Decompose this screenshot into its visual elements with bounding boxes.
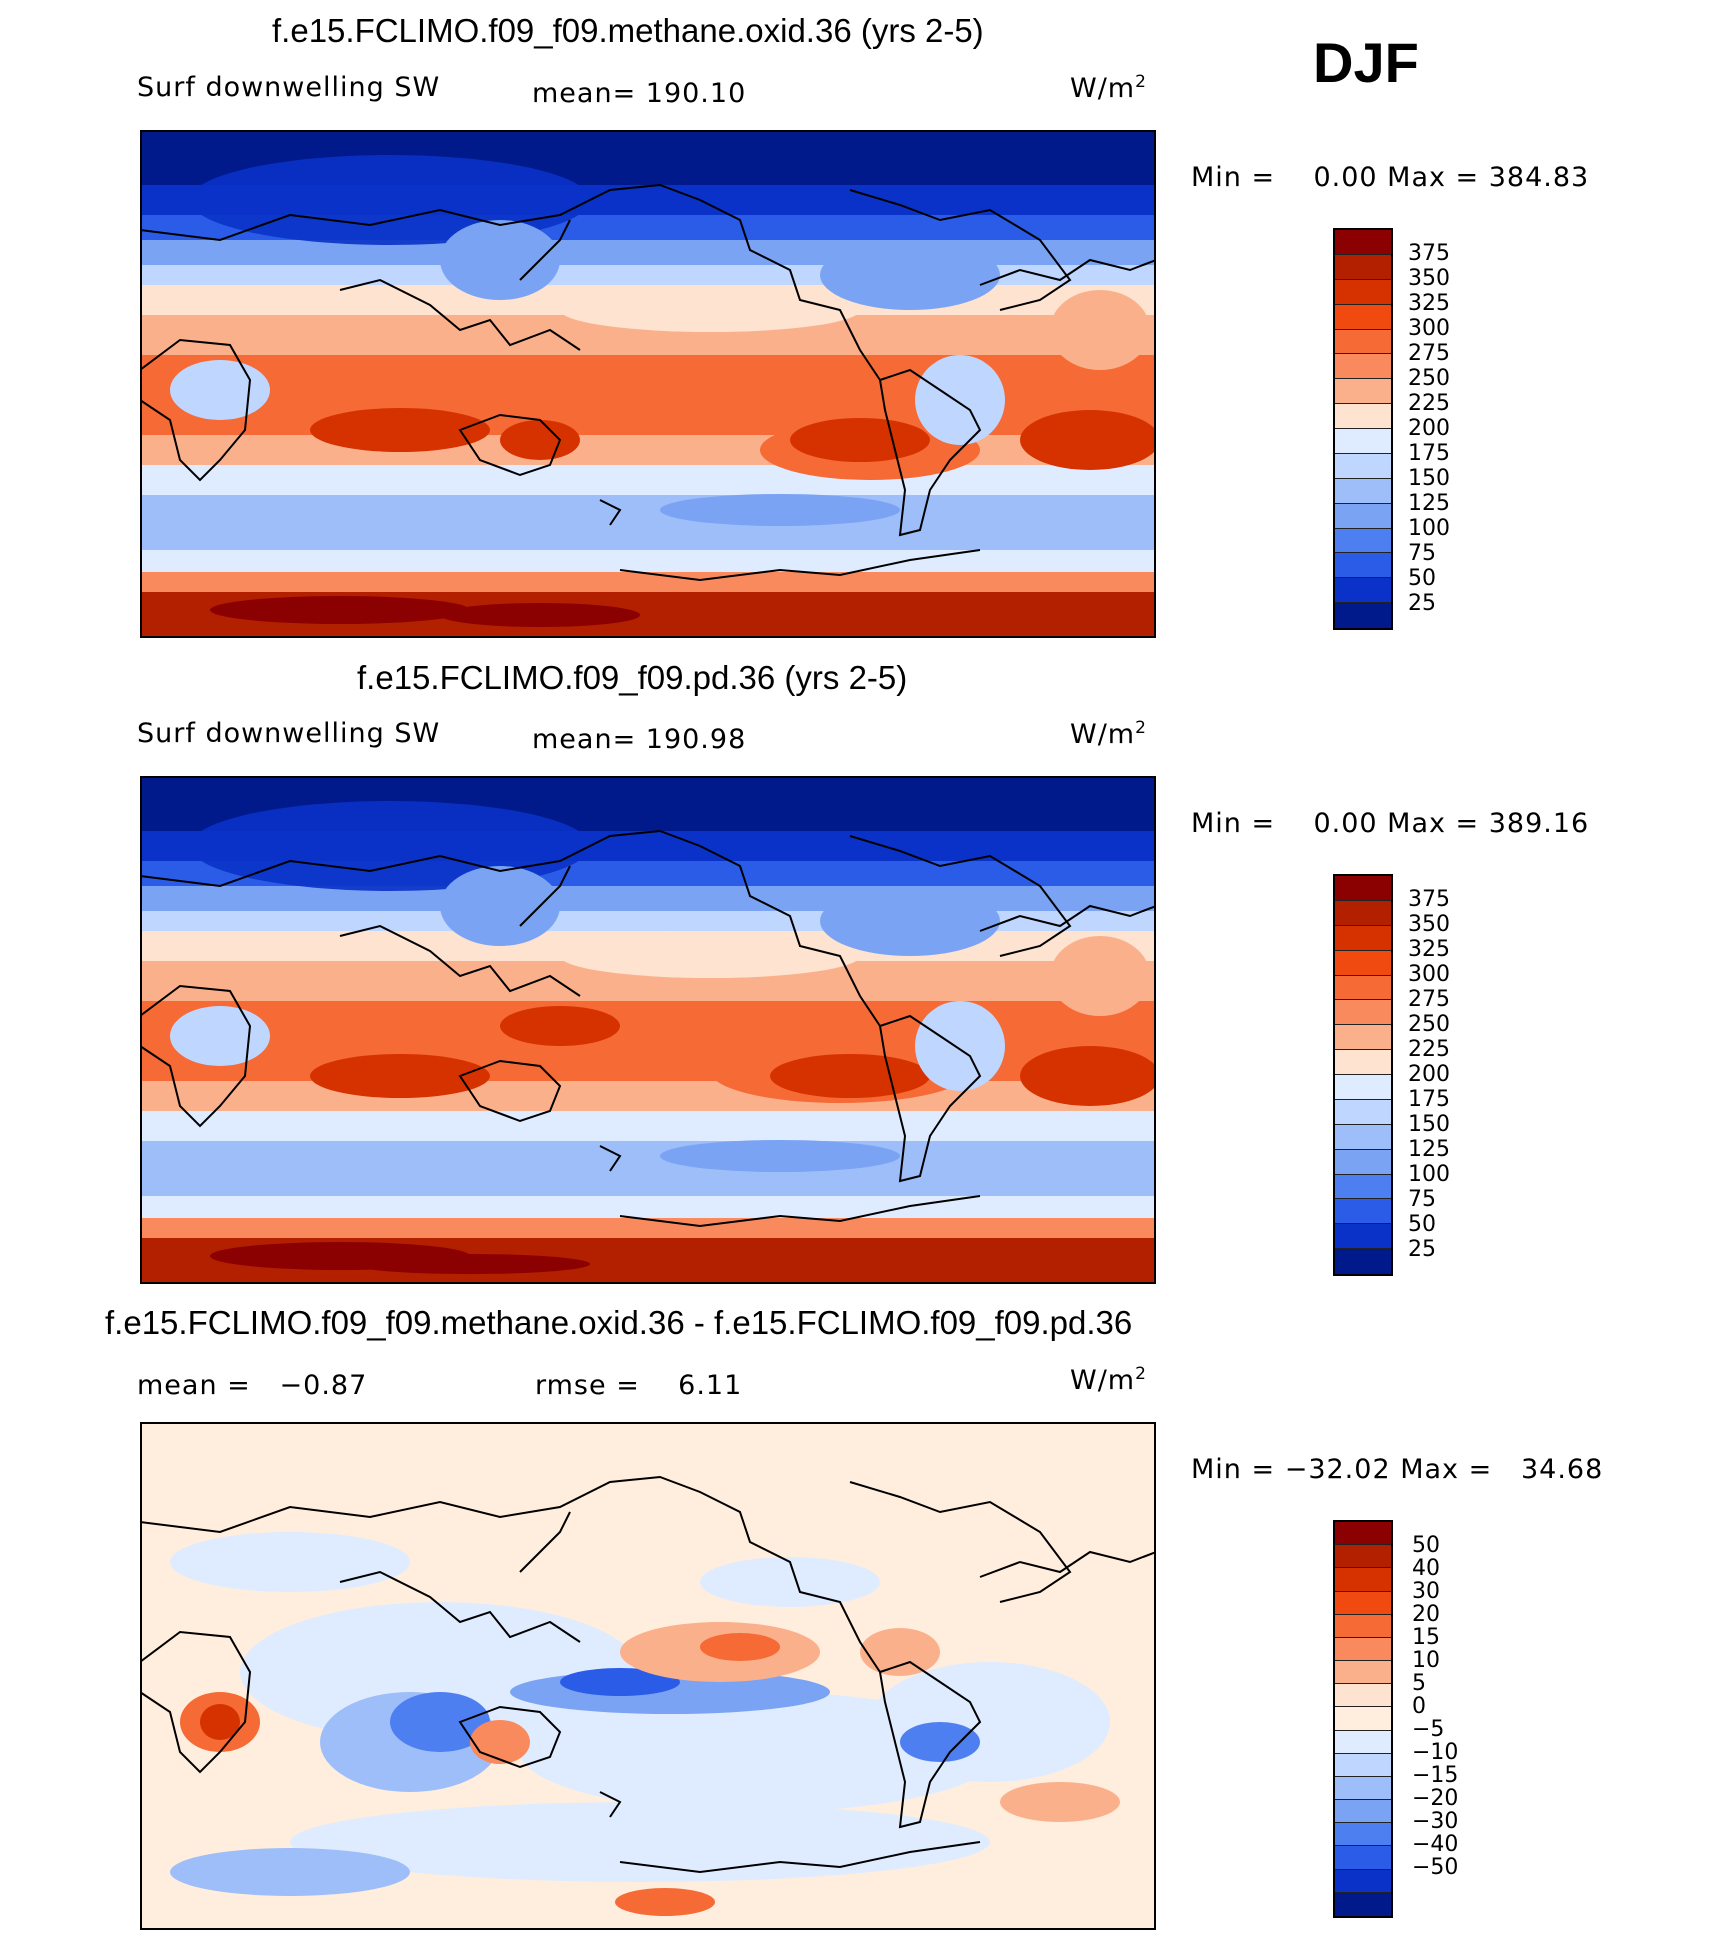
panel3-mean-label: mean = −0.87 [137,1370,368,1401]
colorbar-tick-label: 225 [1408,1037,1450,1062]
colorbar-tick-label: 200 [1408,416,1450,441]
panel1-variable-label: Surf downwelling SW [137,72,441,103]
colorbar-tick-label: 325 [1408,937,1450,962]
colorbar-tick-label: 15 [1412,1625,1440,1650]
colorbar-tick-label: 75 [1408,1187,1436,1212]
season-label: DJF [1313,31,1419,94]
panel1-units: W/m2 [1070,72,1147,104]
panel3-rmse-label: rmse = 6.11 [535,1370,743,1401]
panel2-title: f.e15.FCLIMO.f09_f09.pd.36 (yrs 2-5) [357,659,908,696]
colorbar-tick-label: 20 [1412,1602,1440,1627]
colorbar-tick-label: 150 [1408,466,1450,491]
panel2-colorbar [1333,874,1393,1276]
colorbar-tick-label: 350 [1408,912,1450,937]
panel2-mean-label: mean= 190.98 [532,724,747,755]
panel1-map [140,130,1156,638]
colorbar-tick-label: 250 [1408,1012,1450,1037]
colorbar-tick-label: 100 [1408,1162,1450,1187]
colorbar-tick-label: 50 [1408,566,1436,591]
panel2-map [140,776,1156,1284]
colorbar-tick-label: 375 [1408,887,1450,912]
colorbar-tick-label: 100 [1408,516,1450,541]
colorbar-tick-label: 50 [1408,1212,1436,1237]
colorbar-tick-label: 300 [1408,316,1450,341]
colorbar-tick-label: 25 [1408,1237,1436,1262]
panel3-minmax: Min = −32.02 Max = 34.68 [1191,1454,1604,1485]
panel2-units: W/m2 [1070,718,1147,750]
colorbar-tick-label: 225 [1408,391,1450,416]
colorbar-tick-label: 75 [1408,541,1436,566]
colorbar-tick-label: 350 [1408,266,1450,291]
panel1-minmax: Min = 0.00 Max = 384.83 [1191,162,1590,193]
colorbar-tick-label: 300 [1408,962,1450,987]
colorbar-tick-label: 275 [1408,987,1450,1012]
panel3-title: f.e15.FCLIMO.f09_f09.methane.oxid.36 - f… [105,1304,1133,1341]
colorbar-tick-label: −50 [1412,1855,1459,1880]
colorbar-tick-label: 50 [1412,1533,1440,1558]
panel3-colorbar [1333,1520,1393,1918]
panel1-title: f.e15.FCLIMO.f09_f09.methane.oxid.36 (yr… [272,12,984,49]
colorbar-tick-label: 0 [1412,1694,1426,1719]
colorbar-tick-label: 325 [1408,291,1450,316]
colorbar-tick-label: 375 [1408,241,1450,266]
colorbar-tick-label: 175 [1408,1087,1450,1112]
colorbar-tick-label: 40 [1412,1556,1440,1581]
colorbar-tick-label: 175 [1408,441,1450,466]
colorbar-tick-label: −15 [1412,1763,1459,1788]
panel3-units: W/m2 [1070,1364,1147,1396]
colorbar-tick-label: 30 [1412,1579,1440,1604]
colorbar-tick-label: −5 [1412,1717,1445,1742]
colorbar-tick-label: 250 [1408,366,1450,391]
colorbar-tick-label: 125 [1408,491,1450,516]
colorbar-tick-label: −30 [1412,1809,1459,1834]
colorbar-tick-label: −10 [1412,1740,1459,1765]
panel1-colorbar [1333,228,1393,630]
panel3-map [140,1422,1156,1930]
colorbar-tick-label: 25 [1408,591,1436,616]
panel2-variable-label: Surf downwelling SW [137,718,441,749]
colorbar-tick-label: 200 [1408,1062,1450,1087]
colorbar-tick-label: 10 [1412,1648,1440,1673]
colorbar-tick-label: 5 [1412,1671,1426,1696]
colorbar-tick-label: −20 [1412,1786,1459,1811]
panel2-minmax: Min = 0.00 Max = 389.16 [1191,808,1590,839]
colorbar-tick-label: 150 [1408,1112,1450,1137]
colorbar-tick-label: 275 [1408,341,1450,366]
panel1-mean-label: mean= 190.10 [532,78,747,109]
colorbar-tick-label: 125 [1408,1137,1450,1162]
colorbar-tick-label: −40 [1412,1832,1459,1857]
